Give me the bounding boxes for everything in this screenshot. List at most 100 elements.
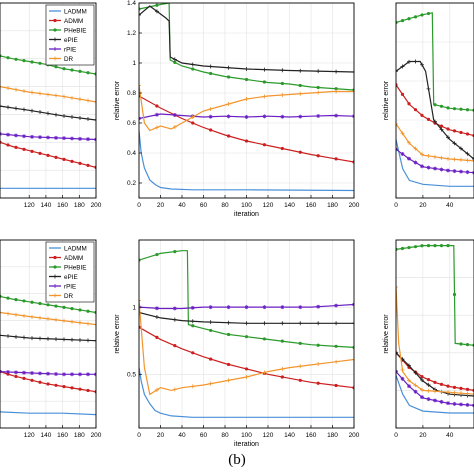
marker-admm: [38, 151, 42, 155]
x-tick-label: 160: [57, 202, 68, 209]
legend-label: LADMM: [64, 8, 87, 15]
marker-dr: [54, 93, 58, 98]
marker-rpie: [154, 112, 159, 117]
marker-admm: [38, 380, 42, 384]
marker-epie: [226, 320, 231, 325]
marker-epie: [46, 336, 50, 341]
marker-admm: [22, 376, 26, 380]
marker-rpie: [22, 134, 26, 139]
legend-box: [45, 241, 95, 303]
series-line-epie: [139, 5, 354, 73]
marker-dr: [352, 357, 354, 362]
marker-rpie: [154, 306, 159, 311]
marker-epie: [420, 377, 424, 382]
marker-admm: [46, 382, 50, 386]
x-tick-label: 20: [419, 432, 427, 439]
x-tick-label: 200: [91, 202, 102, 209]
x-tick-label: 0: [394, 202, 398, 209]
marker-rpie: [459, 402, 463, 407]
x-tick-label: 40: [178, 202, 186, 209]
marker-epie: [396, 69, 398, 74]
marker-dr: [62, 94, 66, 99]
marker-phebie: [173, 250, 177, 254]
marker-phebie: [155, 252, 159, 257]
series-line-ladmm: [139, 130, 354, 192]
marker-dr: [465, 391, 470, 396]
marker-dr: [420, 387, 424, 392]
legend-marker: [53, 37, 57, 42]
marker-dr: [472, 392, 474, 397]
marker-epie: [14, 106, 18, 111]
marker-admm: [22, 147, 26, 151]
marker-epie: [262, 67, 267, 72]
marker-rpie: [54, 135, 58, 140]
marker-rpie: [14, 133, 18, 138]
legend-marker: [53, 47, 57, 51]
marker-dr: [14, 312, 18, 317]
legend-label: DR: [64, 293, 74, 300]
marker-rpie: [334, 113, 339, 118]
marker-dr: [78, 320, 82, 325]
y-axis-label: relative error: [114, 314, 121, 354]
marker-epie: [62, 337, 66, 342]
marker-admm: [226, 134, 231, 138]
marker-epie: [0, 104, 2, 109]
x-tick-label: 120: [263, 202, 274, 209]
marker-dr: [154, 125, 159, 130]
chart-panel-6: 0 20 40 relative error: [383, 239, 474, 439]
marker-admm: [420, 375, 424, 379]
x-tick-label: 200: [349, 432, 360, 439]
chart-panel-3: 0 20 40 relative error: [383, 2, 474, 209]
plot-frame: [395, 2, 474, 199]
x-tick-label: 140: [40, 202, 51, 209]
marker-dr: [459, 391, 463, 396]
x-tick-label: 160: [306, 432, 317, 439]
x-tick-label: 20: [157, 432, 165, 439]
marker-rpie: [172, 306, 177, 311]
marker-rpie: [70, 136, 74, 141]
marker-admm: [191, 351, 195, 355]
marker-rpie: [426, 397, 431, 402]
marker-rpie: [172, 113, 177, 117]
marker-admm: [334, 383, 338, 388]
series-line-phebie: [396, 245, 474, 346]
y-axis-label: relative error: [114, 80, 121, 120]
marker-dr: [439, 155, 444, 160]
x-tick-label: 60: [200, 432, 208, 439]
marker-dr: [154, 387, 159, 392]
marker-rpie: [6, 369, 10, 374]
marker-dr: [407, 378, 411, 383]
chart-panel-1: 120 140 160 180 200 LADMM ADMM PHeBIE ePIE rPIE DR: [0, 2, 102, 209]
marker-dr: [46, 92, 50, 97]
marker-epie: [334, 69, 339, 74]
marker-admm: [226, 362, 231, 367]
y-axis-label: relative error: [383, 314, 390, 354]
x-tick-label: 160: [57, 432, 68, 439]
marker-rpie: [316, 304, 321, 309]
legend-label: LADMM: [64, 245, 87, 252]
marker-epie: [465, 151, 470, 156]
x-tick-label: 0: [394, 432, 398, 439]
series-line-epie: [139, 311, 354, 324]
marker-admm: [14, 145, 18, 149]
marker-epie: [280, 321, 285, 326]
marker-dr: [426, 388, 431, 393]
marker-phebie: [407, 245, 411, 250]
marker-phebie: [452, 107, 457, 111]
marker-phebie: [14, 298, 18, 302]
series-line-phebie: [139, 3, 354, 91]
marker-admm: [78, 387, 82, 391]
marker-admm: [298, 150, 302, 154]
marker-epie: [433, 119, 437, 124]
marker-epie: [244, 67, 249, 71]
marker-admm: [262, 143, 267, 147]
marker-rpie: [280, 114, 285, 119]
marker-epie: [14, 334, 18, 339]
marker-dr: [6, 86, 10, 91]
series-line-ladmm: [396, 139, 474, 187]
marker-epie: [208, 64, 213, 69]
marker-epie: [459, 146, 463, 151]
marker-rpie: [226, 114, 231, 119]
marker-phebie: [209, 328, 213, 333]
x-tick-label: 140: [40, 432, 51, 439]
